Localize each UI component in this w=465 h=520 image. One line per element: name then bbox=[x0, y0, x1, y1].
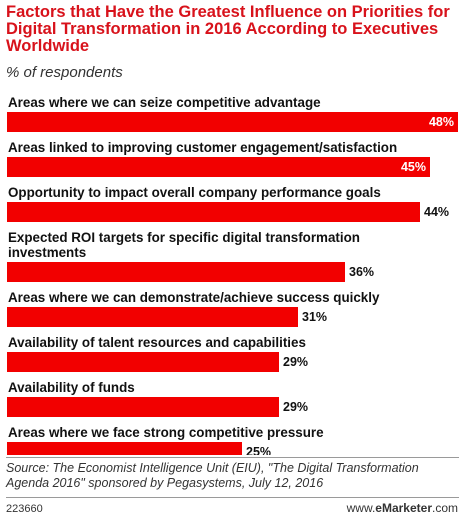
bar bbox=[7, 307, 298, 327]
category-label: Areas linked to improving customer engag… bbox=[8, 140, 397, 155]
value-label: 31% bbox=[302, 310, 327, 324]
bar-chart: Areas where we can seize competitive adv… bbox=[7, 95, 458, 455]
value-label: 29% bbox=[283, 355, 308, 369]
category-label: Areas where we can seize competitive adv… bbox=[8, 95, 321, 110]
bar bbox=[7, 112, 458, 132]
value-label: 48% bbox=[429, 115, 454, 129]
brand-suffix: .com bbox=[431, 501, 458, 515]
value-label: 45% bbox=[401, 160, 426, 174]
chart-id: 223660 bbox=[6, 503, 43, 515]
value-label: 44% bbox=[424, 205, 449, 219]
bar bbox=[7, 157, 430, 177]
chart-subtitle: % of respondents bbox=[6, 64, 123, 81]
bar bbox=[7, 202, 420, 222]
brand-link[interactable]: www.eMarketer.com bbox=[347, 501, 458, 515]
brand-prefix: www. bbox=[346, 501, 376, 515]
bar bbox=[7, 397, 279, 417]
value-label: 29% bbox=[283, 400, 308, 414]
category-label: Availability of talent resources and cap… bbox=[8, 335, 306, 350]
footer-divider-bottom bbox=[6, 497, 459, 498]
category-label: Availability of funds bbox=[8, 380, 135, 395]
bar bbox=[7, 262, 345, 282]
chart-title: Factors that Have the Greatest Influence… bbox=[6, 3, 450, 55]
category-label: Areas where we can demonstrate/achieve s… bbox=[8, 290, 380, 305]
category-label: Expected ROI targets for specific digita… bbox=[8, 230, 360, 260]
brand-name: eMarketer bbox=[375, 501, 432, 515]
footer-divider bbox=[6, 457, 459, 458]
bar bbox=[7, 352, 279, 372]
bar bbox=[7, 442, 242, 455]
value-label: 25% bbox=[246, 445, 271, 455]
category-label: Areas where we face strong competitive p… bbox=[8, 425, 324, 440]
source-note: Source: The Economist Intelligence Unit … bbox=[6, 461, 419, 490]
value-label: 36% bbox=[349, 265, 374, 279]
category-label: Opportunity to impact overall company pe… bbox=[8, 185, 381, 200]
